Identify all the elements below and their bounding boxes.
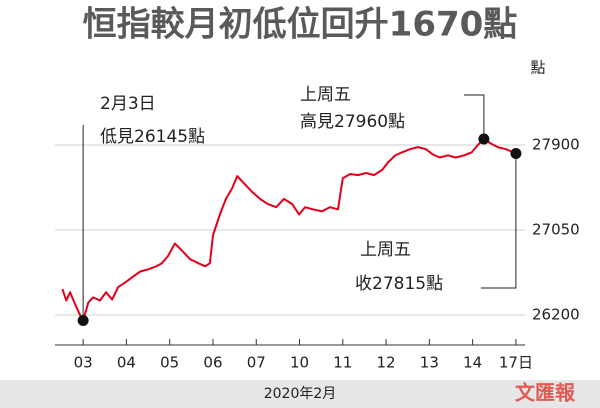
annotation: 上周五	[300, 85, 351, 105]
x-tick-label: 10	[290, 354, 309, 372]
footer-band	[0, 380, 600, 408]
watermark: 文匯報	[515, 381, 576, 405]
annotation: 收27815點	[355, 274, 443, 294]
x-title: 2020年2月	[264, 386, 337, 402]
line	[61, 138, 517, 322]
annotation: 上周五	[360, 240, 411, 260]
point-marker	[510, 148, 522, 159]
leader-line	[480, 153, 517, 289]
x-tick-label: 11	[333, 354, 352, 372]
y-unit: 點	[530, 59, 545, 77]
leader-line	[463, 94, 485, 139]
annotation: 高見27960點	[300, 112, 405, 132]
y-tick-label: 27900	[532, 136, 580, 154]
x-tick-label: 14	[463, 354, 482, 372]
x-tick-label: 03	[74, 354, 93, 372]
annotation: 低見26145點	[100, 127, 205, 147]
point-marker	[77, 315, 89, 326]
y-tick-label: 26200	[532, 306, 580, 324]
x-tick-label: 05	[160, 354, 179, 372]
chart-title: 恒指較月初低位回升1670點	[83, 5, 518, 45]
annotation: 2月3日	[100, 94, 156, 114]
y-tick-label: 27050	[532, 221, 580, 239]
x-tick-label: 06	[203, 354, 222, 372]
point-marker	[478, 133, 490, 145]
x-tick-label: 12	[377, 354, 396, 372]
x-tick-label: 13	[420, 354, 439, 372]
x-tick-label: 04	[117, 354, 136, 372]
x-tick-label: 07	[247, 354, 266, 372]
x-tick-label: 17日	[499, 354, 533, 372]
